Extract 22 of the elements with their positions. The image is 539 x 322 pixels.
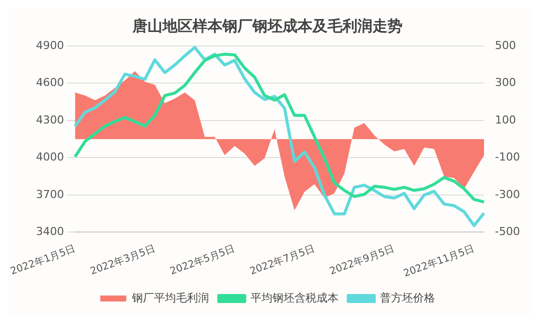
y-tick-label: 3700 bbox=[36, 188, 64, 201]
legend-label: 钢厂平均毛利润 bbox=[130, 291, 209, 304]
legend-label: 平均钢坯含税成本 bbox=[250, 291, 338, 304]
chart-title: 唐山地区样本钢厂钢坯成本及毛利润走势 bbox=[132, 16, 402, 35]
y2-tick-label: -100 bbox=[495, 150, 520, 164]
x-tick-label: 2022年3月5日 bbox=[88, 242, 157, 278]
y-tick-label: 4900 bbox=[36, 38, 64, 52]
y2-tick-label: 100 bbox=[495, 113, 516, 126]
y-tick-label: 3400 bbox=[36, 225, 64, 238]
x-tick-label: 2022年1月5日 bbox=[8, 242, 77, 278]
y-tick-label: 4300 bbox=[36, 113, 64, 126]
x-tick-label: 2022年7月5日 bbox=[248, 242, 316, 278]
y2-tick-label: 300 bbox=[495, 76, 516, 90]
y2-tick-label: -300 bbox=[495, 188, 520, 201]
legend-label: 普方坯价格 bbox=[380, 291, 435, 304]
x-tick-label: 2022年9月5日 bbox=[328, 242, 396, 278]
y2-tick-label: 500 bbox=[495, 38, 516, 52]
y-tick-label: 4000 bbox=[36, 150, 64, 164]
y-tick-label: 4600 bbox=[36, 76, 64, 90]
x-tick-label: 2022年11月5日 bbox=[402, 242, 476, 280]
x-tick-label: 2022年5月5日 bbox=[168, 242, 237, 278]
y2-tick-label: -500 bbox=[495, 225, 520, 238]
